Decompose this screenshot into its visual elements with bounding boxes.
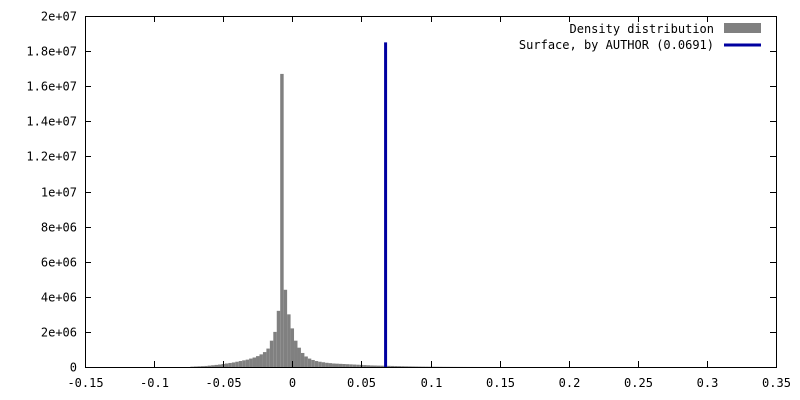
histogram-bar [321, 362, 326, 367]
x-tick-label: 0.15 [486, 376, 515, 390]
y-tick-label: 2e+06 [41, 326, 77, 340]
histogram-bar [269, 340, 274, 367]
histogram-bar [300, 352, 305, 367]
y-axis-ticks: 0 2e+06 4e+06 6e+06 8e+06 1e+07 1.2e+07 1.4e+07… [26, 10, 776, 375]
y-tick-label: 1.8e+07 [26, 45, 77, 59]
legend-label-surface: Surface, by AUTHOR (0.0691) [519, 38, 714, 52]
histogram-bars [190, 73, 512, 367]
legend-label-density: Density distribution [570, 22, 715, 36]
histogram-bar [311, 359, 315, 367]
histogram-bar [397, 366, 402, 367]
y-tick-label: 0 [70, 361, 77, 375]
histogram-bar [218, 364, 222, 367]
histogram-bar [231, 362, 236, 367]
histogram-bar [328, 363, 333, 367]
x-tick-label: -0.1 [140, 376, 169, 390]
y-tick-label: 1.2e+07 [26, 150, 77, 164]
histogram-bar [256, 356, 260, 367]
x-tick-label: 0.3 [697, 376, 719, 390]
x-tick-label: 0.05 [347, 376, 376, 390]
histogram-bar [228, 362, 232, 367]
histogram-bar [411, 366, 415, 367]
legend: Density distribution Surface, by AUTHOR … [519, 22, 761, 52]
x-tick-label: 0.2 [559, 376, 581, 390]
y-tick-label: 1.4e+07 [26, 115, 77, 129]
histogram-bar [204, 365, 208, 367]
histogram-bar [211, 365, 215, 367]
histogram-bar [224, 363, 229, 367]
y-tick-label: 1e+07 [41, 186, 77, 200]
histogram-bar [373, 365, 377, 367]
plot-axes [85, 16, 777, 368]
histogram-bar [318, 361, 322, 367]
histogram-bar [338, 363, 343, 367]
histogram-bar [376, 365, 381, 367]
y-tick-label: 4e+06 [41, 291, 77, 305]
histogram-bar [356, 364, 360, 367]
x-tick-label: 0.1 [421, 376, 443, 390]
x-tick-label: -0.05 [205, 376, 241, 390]
histogram-bar [273, 331, 277, 367]
histogram-bar [200, 366, 205, 367]
histogram-bar [380, 365, 384, 367]
histogram-bar [387, 365, 391, 367]
histogram-bar [197, 366, 201, 367]
histogram-bar [297, 347, 301, 367]
histogram-bar [332, 363, 336, 367]
x-tick-label: 0.25 [624, 376, 653, 390]
x-tick-label: -0.15 [67, 376, 103, 390]
histogram-bar [394, 366, 398, 367]
histogram-bar [294, 340, 298, 367]
histogram-bar [207, 365, 212, 367]
y-tick-label: 6e+06 [41, 256, 77, 270]
histogram-bar [390, 365, 395, 367]
histogram-bar [238, 361, 243, 367]
histogram-bar [304, 356, 308, 367]
y-tick-label: 8e+06 [41, 221, 77, 235]
histogram-bar [342, 364, 346, 367]
plot-border [85, 16, 777, 368]
x-tick-label: 0 [289, 376, 296, 390]
histogram-bar [349, 364, 353, 367]
histogram-bar [370, 365, 374, 367]
histogram-bar [214, 364, 219, 367]
x-tick-label: 0.35 [762, 376, 791, 390]
histogram-bar [252, 357, 257, 367]
histogram-bar [262, 352, 267, 367]
histogram-bar [249, 358, 253, 367]
histogram-bar [325, 362, 329, 367]
histogram-bar [276, 310, 281, 367]
histogram-bar [193, 366, 198, 367]
histogram-bar [242, 360, 246, 367]
histogram-bar [408, 366, 412, 367]
histogram-bar [245, 359, 250, 367]
histogram-bar [287, 314, 291, 367]
histogram-bar [290, 328, 295, 367]
histogram-bar [366, 365, 371, 367]
histogram-bar [307, 358, 312, 367]
histogram-bar [335, 363, 339, 367]
histogram-bar [259, 354, 263, 367]
histogram-bar [404, 366, 409, 367]
histogram-bar [345, 364, 350, 367]
legend-swatch-density [724, 23, 761, 33]
x-axis-ticks: -0.15 -0.1 -0.05 0 0.05 0.1 0.15 0.2 0.25 0.3 0.35 [67, 16, 791, 390]
y-tick-label: 1.6e+07 [26, 80, 77, 94]
histogram-bar [352, 364, 357, 367]
histogram-bar [235, 361, 239, 367]
histogram-bar [401, 366, 405, 367]
histogram-bar [266, 348, 270, 367]
histogram-bar [363, 365, 367, 367]
histogram-bar [283, 289, 288, 367]
histogram-bar [314, 361, 319, 367]
y-tick-label: 2e+07 [41, 10, 77, 24]
histogram-bar [280, 73, 284, 367]
